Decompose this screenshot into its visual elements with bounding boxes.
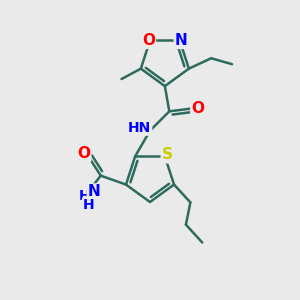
Text: O: O bbox=[142, 33, 155, 48]
Text: H: H bbox=[79, 189, 90, 203]
Text: O: O bbox=[77, 146, 90, 161]
Text: N: N bbox=[88, 184, 100, 200]
Text: H: H bbox=[83, 198, 94, 212]
Text: S: S bbox=[162, 147, 173, 162]
Text: N: N bbox=[175, 33, 188, 48]
Text: O: O bbox=[191, 101, 204, 116]
Text: HN: HN bbox=[128, 121, 151, 135]
